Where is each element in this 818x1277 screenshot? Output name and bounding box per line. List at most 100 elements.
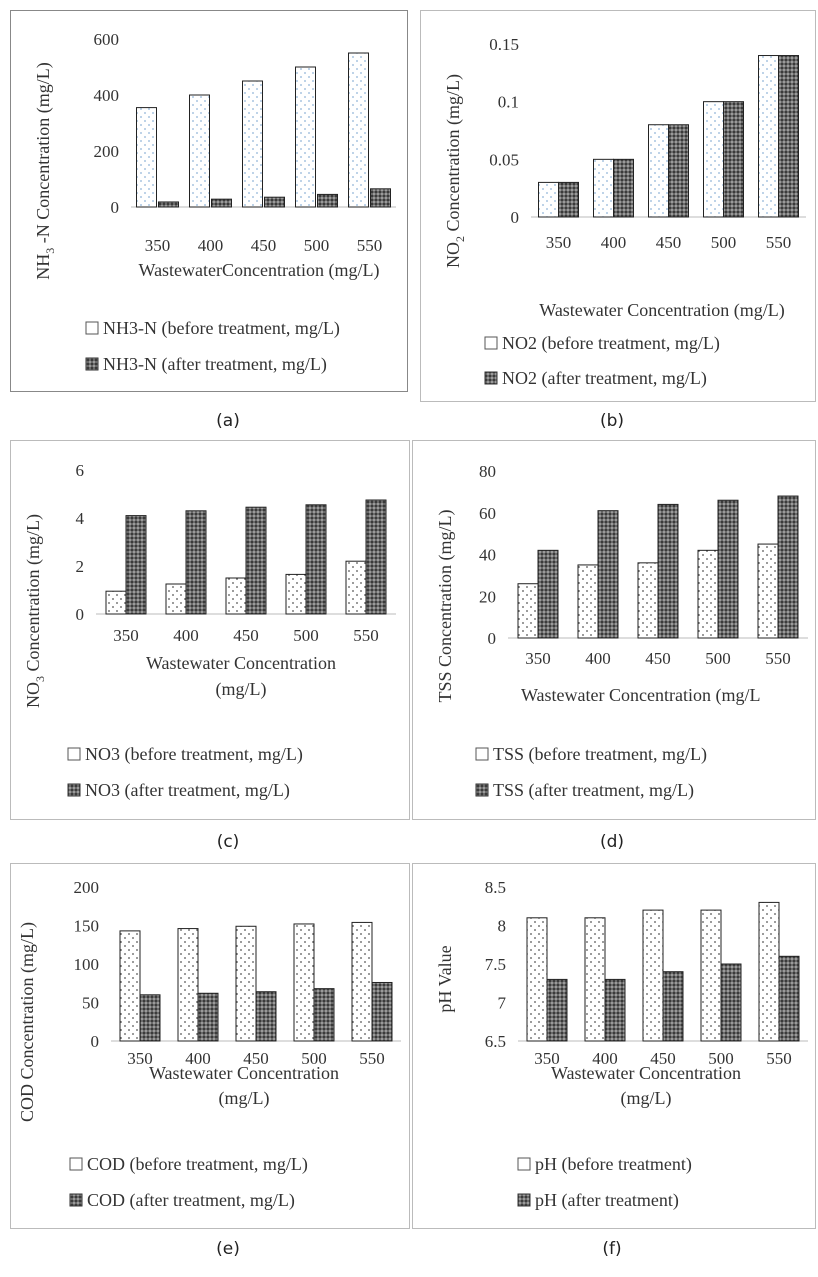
legend-swatch-before: [85, 321, 99, 335]
bar-before-treatment: [697, 549, 719, 639]
chart-d-svg: TSS Concentration (mg/L) Wastewater Conc…: [435, 462, 808, 801]
x-axis-label-line2: (mg/L): [621, 1088, 672, 1109]
bar-after-treatment: [537, 549, 559, 639]
x-tick-label: 400: [185, 1049, 211, 1068]
y-tick-label: 0: [91, 1032, 100, 1051]
bar-after-treatment: [185, 510, 207, 615]
x-tick-label: 450: [251, 236, 277, 255]
bar-before-treatment: [526, 917, 548, 1042]
y-tick-label: 40: [479, 546, 496, 565]
y-tick-label: 200: [94, 142, 120, 161]
y-tick-label: 0: [488, 629, 497, 648]
legend-label-before: TSS (before treatment, mg/L): [493, 744, 707, 765]
x-tick-label: 550: [353, 626, 379, 645]
x-tick-label: 350: [546, 233, 572, 252]
bar-before-treatment: [577, 564, 599, 639]
bar-after-treatment: [662, 971, 684, 1042]
y-tick-label: 7: [498, 994, 507, 1013]
bar-before-treatment: [703, 101, 724, 218]
x-axis-label-line1: Wastewater Concentration: [146, 653, 336, 673]
bar-after-treatment: [245, 506, 267, 615]
legend-label-before: NO3 (before treatment, mg/L): [85, 744, 303, 765]
x-axis-label-line2: (mg/L): [216, 679, 267, 700]
x-axis-label-line2: (mg/L): [219, 1088, 270, 1109]
caption-f: (f): [602, 1239, 622, 1259]
x-tick-label: 500: [705, 649, 731, 668]
bar-before-treatment: [348, 52, 369, 208]
y-tick-label: 100: [74, 955, 100, 974]
y-tick-label: 0: [111, 198, 120, 217]
y-axis-label: TSS Concentration (mg/L): [435, 510, 456, 703]
x-tick-label: 350: [113, 626, 139, 645]
y-axis-label: NO2 Concentration (mg/L): [443, 74, 467, 268]
caption-e: (e): [216, 1239, 240, 1259]
legend-swatch-before: [475, 747, 489, 761]
bar-after-treatment: [778, 55, 799, 218]
chart-e-svg: COD Concentration (mg/L) Wastewater Conc…: [17, 878, 401, 1211]
bar-after-treatment: [558, 181, 579, 218]
legend-swatch-before: [67, 747, 81, 761]
bar-after-treatment: [777, 495, 799, 639]
chart-panel-f: pH Value Wastewater Concentration (mg/L)…: [412, 863, 816, 1229]
x-tick-label: 400: [601, 233, 627, 252]
x-tick-label: 350: [525, 649, 551, 668]
legend-swatch-before: [517, 1157, 531, 1171]
bar-after-treatment: [546, 978, 568, 1042]
bar-after-treatment: [365, 499, 387, 615]
x-tick-label: 500: [293, 626, 319, 645]
bar-after-treatment: [717, 499, 739, 639]
x-tick-label: 550: [357, 236, 383, 255]
bar-before-treatment: [637, 562, 659, 639]
bar-before-treatment: [593, 158, 614, 218]
bar-after-treatment: [139, 994, 161, 1042]
y-axis-label: COD Concentration (mg/L): [17, 922, 38, 1122]
legend-label-before: COD (before treatment, mg/L): [87, 1154, 308, 1175]
y-tick-label: 4: [76, 509, 85, 528]
bar-after-treatment: [158, 201, 179, 208]
legend-swatch-before: [484, 336, 498, 350]
y-axis-label: pH Value: [435, 945, 455, 1012]
x-axis-label-line1: Wastewater Concentration: [551, 1063, 741, 1083]
legend-label-after: pH (after treatment): [535, 1190, 679, 1211]
bar-before-treatment: [242, 80, 263, 208]
chart-panel-d: TSS Concentration (mg/L) Wastewater Conc…: [412, 440, 816, 820]
bar-before-treatment: [235, 925, 257, 1042]
caption-d: (d): [599, 832, 625, 852]
y-tick-label: 6: [76, 461, 85, 480]
bar-before-treatment: [119, 930, 141, 1042]
y-tick-label: 150: [74, 917, 100, 936]
bar-after-treatment: [723, 101, 744, 218]
y-tick-label: 0: [511, 208, 520, 227]
y-tick-label: 8.5: [485, 878, 506, 897]
bar-after-treatment: [597, 510, 619, 639]
bar-before-treatment: [165, 583, 187, 615]
x-tick-label: 400: [592, 1049, 618, 1068]
bar-before-treatment: [584, 917, 606, 1042]
bar-before-treatment: [700, 909, 722, 1042]
bar-after-treatment: [197, 992, 219, 1042]
y-tick-label: 7.5: [485, 955, 506, 974]
caption-c: (c): [216, 832, 240, 852]
x-tick-label: 450: [650, 1049, 676, 1068]
bar-after-treatment: [317, 193, 338, 208]
chart-panel-a: NH3 -N Concentration (mg/L) WastewaterCo…: [10, 10, 408, 392]
legend-label-after: TSS (after treatment, mg/L): [493, 780, 694, 801]
x-axis-label: WastewaterConcentration (mg/L): [139, 260, 380, 281]
chart-panel-c: NO3 Concentration (mg/L) Wastewater Conc…: [10, 440, 410, 820]
y-axis-label: NO3 Concentration (mg/L): [23, 514, 47, 708]
legend-swatch-after: [69, 1193, 83, 1207]
y-tick-label: 20: [479, 587, 496, 606]
x-tick-label: 350: [534, 1049, 560, 1068]
bar-after-treatment: [604, 978, 626, 1042]
x-tick-label: 550: [766, 1049, 792, 1068]
x-tick-label: 400: [198, 236, 224, 255]
legend-label-after: NO3 (after treatment, mg/L): [85, 780, 290, 801]
bar-before-treatment: [757, 543, 779, 639]
bar-before-treatment: [293, 923, 315, 1042]
bar-after-treatment: [371, 981, 393, 1042]
y-tick-label: 0: [76, 605, 85, 624]
y-tick-label: 60: [479, 504, 496, 523]
x-tick-label: 450: [243, 1049, 269, 1068]
bar-before-treatment: [538, 181, 559, 218]
x-axis-label-line1: Wastewater Concentration: [149, 1063, 339, 1083]
